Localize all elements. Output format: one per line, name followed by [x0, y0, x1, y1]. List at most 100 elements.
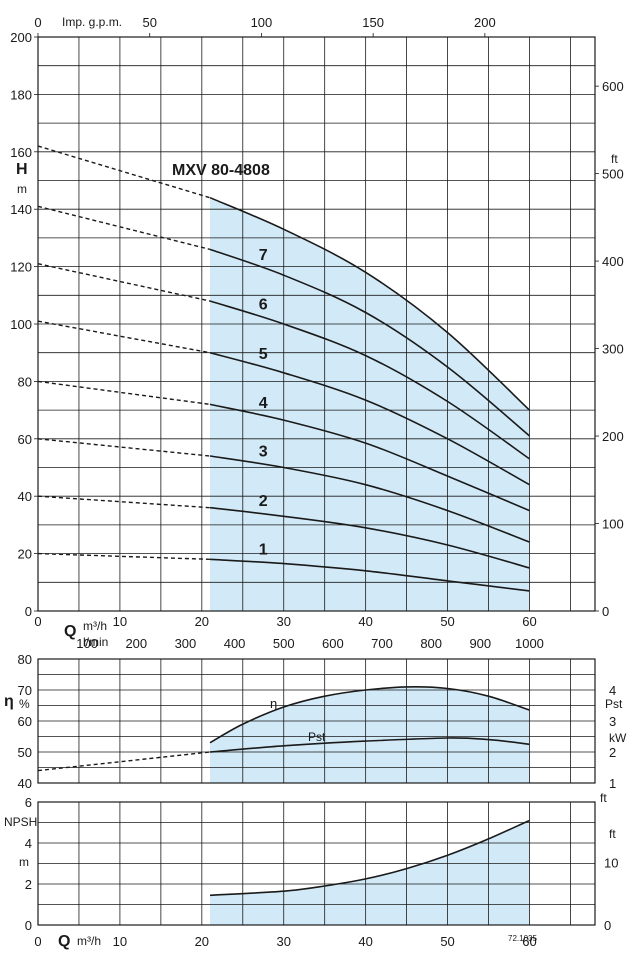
- lmin-tick-label: 800: [420, 636, 442, 651]
- operating-range-bands: [210, 197, 530, 925]
- head-curve-extrapolation: [37, 145, 211, 199]
- stage-label-7: 7: [259, 247, 268, 264]
- stage-label-3: 3: [259, 443, 268, 460]
- top-axis-label: Imp. g.p.m.: [62, 15, 122, 29]
- q-tick-label-bottom: 60: [522, 934, 536, 949]
- npsh-ft-tick-label: 10: [604, 856, 618, 871]
- npsh-tick-label: 4: [25, 836, 32, 851]
- gpm-tick-label: 200: [474, 15, 496, 30]
- efficiency-curve: [209, 685, 530, 744]
- ft-tick-label: 200: [602, 429, 624, 444]
- efficiency-tick-label: 50: [18, 745, 32, 760]
- flow-axis-label: Q: [64, 623, 76, 640]
- y-tick-label: 0: [25, 604, 32, 619]
- power-axis-label: Pst: [605, 697, 623, 711]
- power-curve-extrapolation: [37, 751, 211, 772]
- q-tick-label-bottom: 40: [358, 934, 372, 949]
- y-tick-label: 180: [10, 87, 32, 102]
- efficiency-axis-unit: %: [19, 697, 30, 711]
- head-curve-extrapolation: [37, 320, 211, 354]
- head-curve-extrapolation: [37, 380, 211, 406]
- q-tick-label: 30: [277, 614, 291, 629]
- npsh-tick-label: 6: [25, 795, 32, 810]
- stage-label-1: 1: [259, 541, 268, 558]
- y-tick-label: 60: [18, 432, 32, 447]
- efficiency-tick-label: 40: [18, 776, 32, 791]
- y-tick-label: 100: [10, 317, 32, 332]
- npsh-tick-label: 0: [25, 918, 32, 933]
- y-tick-label: 120: [10, 260, 32, 275]
- gpm-tick-label: 100: [251, 15, 273, 30]
- kw-tick-label: 4: [609, 683, 616, 698]
- stage-label-4: 4: [259, 395, 268, 412]
- flow-axis-unit: m³/h: [83, 619, 107, 633]
- ft-tick-label: 0: [602, 604, 609, 619]
- lmin-tick-label: 500: [273, 636, 295, 651]
- npsh-axis-unit: m: [19, 855, 29, 869]
- q-tick-label: 40: [358, 614, 372, 629]
- head-curve-extrapolation: [37, 263, 211, 302]
- gpm-tick-label: 50: [142, 15, 156, 30]
- lmin-tick-label: 100: [76, 636, 98, 651]
- npsh-ft-tick-label: 0: [604, 918, 611, 933]
- operating-range-band-efficiency: [210, 686, 530, 783]
- operating-range-band-npsh: [210, 820, 530, 925]
- ft-tick-label: 600: [602, 79, 624, 94]
- head-curve-1: [209, 558, 530, 592]
- efficiency-tick-label: 80: [18, 652, 32, 667]
- efficiency-tick-label: 70: [18, 683, 32, 698]
- q-tick-label-bottom: 50: [440, 934, 454, 949]
- head-axis-right-unit: ft: [611, 152, 618, 166]
- head-curve-extrapolation: [37, 205, 211, 251]
- operating-range-band-head: [210, 197, 530, 611]
- efficiency-tick-label: 60: [18, 714, 32, 729]
- chart-title: MXV 80-4808: [172, 162, 270, 179]
- power-curve-label: Pst: [308, 730, 326, 744]
- ft-tick-label: 100: [602, 517, 624, 532]
- head-curve-top: [209, 196, 531, 411]
- chart-code: 72.1035: [508, 934, 537, 943]
- chart-labels: 1234567020406080100120140160180200010020…: [10, 15, 623, 949]
- head-curve-extrapolation: [37, 495, 211, 509]
- head-curve-extrapolation: [37, 438, 211, 457]
- chart-curves: [37, 145, 531, 897]
- ft-tick-label: 400: [602, 254, 624, 269]
- head-curve-5: [209, 351, 530, 486]
- gpm-tick-label: 0: [34, 15, 41, 30]
- head-axis-unit: m: [17, 182, 27, 196]
- npsh-axis-label: NPSH: [4, 815, 37, 829]
- stage-label-5: 5: [259, 346, 268, 363]
- q-tick-label: 10: [113, 614, 127, 629]
- panel-frame: [37, 658, 596, 784]
- lmin-tick-label: 700: [371, 636, 393, 651]
- lmin-tick-label: 300: [175, 636, 197, 651]
- y-tick-label: 80: [18, 374, 32, 389]
- chart-frames: [34, 33, 599, 926]
- lmin-axis-label: l/min: [83, 635, 108, 649]
- q-tick-label-bottom: 10: [113, 934, 127, 949]
- flow-axis-unit-bottom: m³/h: [77, 934, 101, 948]
- lmin-tick-label: 400: [224, 636, 246, 651]
- head-curve-7: [209, 248, 531, 437]
- ft-tick-label: 300: [602, 342, 624, 357]
- y-tick-label: 200: [10, 30, 32, 45]
- q-tick-label: 60: [522, 614, 536, 629]
- q-tick-label-bottom: 20: [195, 934, 209, 949]
- q-tick-label: 20: [195, 614, 209, 629]
- flow-axis-label-bottom: Q: [58, 933, 70, 950]
- npsh-curve: [209, 819, 530, 897]
- y-tick-label: 20: [18, 547, 32, 562]
- npsh-axis-right-unit: ft: [609, 827, 616, 841]
- lmin-tick-label: 900: [469, 636, 491, 651]
- power-curve: [209, 737, 530, 753]
- kw-tick-label: 2: [609, 745, 616, 760]
- power-axis-unit: kW: [609, 731, 627, 745]
- lmin-tick-label: 200: [125, 636, 147, 651]
- panel-frame: [37, 801, 596, 926]
- y-tick-label: 40: [18, 489, 32, 504]
- stage-label-6: 6: [259, 297, 268, 314]
- head-curve-4: [209, 403, 530, 512]
- q-tick-label: 0: [34, 614, 41, 629]
- lmin-tick-label: 1000: [515, 636, 544, 651]
